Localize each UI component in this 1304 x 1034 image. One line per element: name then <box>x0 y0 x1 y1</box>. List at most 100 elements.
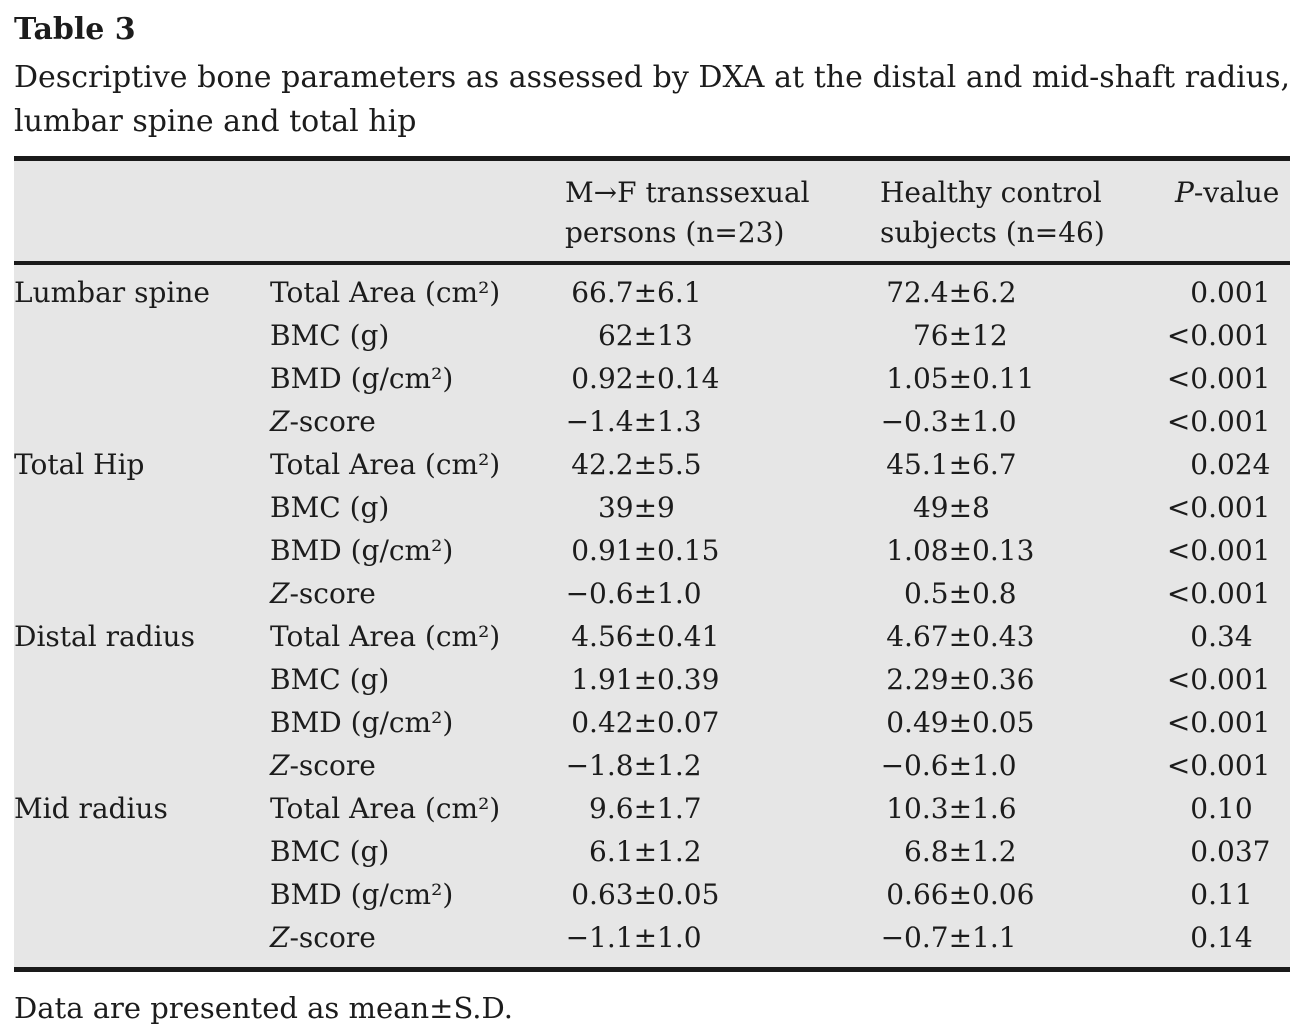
pvalue-cell: <0.001 <box>1166 663 1271 696</box>
parameter-cell: Z-score <box>270 749 376 782</box>
control-value-cell: −0.3±1.0 <box>880 405 1017 438</box>
parameter-cell: BMD (g/cm²) <box>270 362 454 395</box>
table-row: Z-score −0.6±1.0 0.5±0.8 <0.001 <box>14 572 1290 615</box>
table-row: Lumbar spine Total Area (cm²) 66.7±6.1 7… <box>14 263 1290 314</box>
region-cell <box>14 529 270 572</box>
transsexual-value-cell: −1.4±1.3 <box>565 405 702 438</box>
control-value-cell: 4.67±0.43 <box>886 620 1035 653</box>
region-cell <box>14 658 270 701</box>
control-value-cell: 1.08±0.13 <box>886 534 1035 567</box>
control-value-cell: 76±12 <box>912 319 1008 352</box>
table-row: BMD (g/cm²) 0.92±0.14 1.05±0.11 <0.001 <box>14 357 1290 400</box>
parameter-cell: Total Area (cm²) <box>270 620 501 653</box>
table-row: BMC (g) 6.1±1.2 6.8±1.2 0.037 <box>14 830 1290 873</box>
transsexual-value-cell: 66.7±6.1 <box>571 276 702 309</box>
region-cell <box>14 572 270 615</box>
pvalue-cell: 0.037 <box>1190 835 1271 868</box>
parameter-cell: Total Area (cm²) <box>270 276 501 309</box>
region-cell: Lumbar spine <box>14 276 210 309</box>
control-value-cell: −0.7±1.1 <box>880 921 1017 954</box>
parameter-cell: BMC (g) <box>270 835 390 868</box>
table-caption-line-1: Descriptive bone parameters as assessed … <box>14 60 1290 95</box>
header-control-group-cell: Healthy control subjects (n=46) <box>880 158 1165 265</box>
header-pvalue-cell: P-value <box>1165 158 1290 265</box>
transsexual-value-cell: 0.63±0.05 <box>571 878 720 911</box>
table-row: Distal radius Total Area (cm²) 4.56±0.41… <box>14 615 1290 658</box>
control-value-cell: 0.5±0.8 <box>904 577 1017 610</box>
region-cell <box>14 830 270 873</box>
pvalue-cell: 0.001 <box>1190 276 1271 309</box>
parameter-cell: Z-score <box>270 577 376 610</box>
parameter-cell: Z-score <box>270 921 376 954</box>
pvalue-cell: 0.14 <box>1190 921 1253 954</box>
parameter-cell: Z-score <box>270 405 376 438</box>
table-row: Total Hip Total Area (cm²) 42.2±5.5 45.1… <box>14 443 1290 486</box>
control-value-cell: 1.05±0.11 <box>886 362 1035 395</box>
pvalue-cell: <0.001 <box>1166 405 1271 438</box>
pvalue-cell: 0.11 <box>1190 878 1253 911</box>
pvalue-cell: 0.10 <box>1190 792 1253 825</box>
control-value-cell: −0.6±1.0 <box>880 749 1017 782</box>
pvalue-cell: <0.001 <box>1166 706 1271 739</box>
parameter-cell: Total Area (cm²) <box>270 448 501 481</box>
parameter-cell: BMD (g/cm²) <box>270 534 454 567</box>
region-cell <box>14 486 270 529</box>
header-row: M→F transsexual persons (n=23) Healthy c… <box>14 158 1290 265</box>
table-row: Z-score −1.1±1.0 −0.7±1.1 0.14 <box>14 916 1290 970</box>
parameter-cell: BMD (g/cm²) <box>270 878 454 911</box>
table-caption-line-2: lumbar spine and total hip <box>14 104 417 139</box>
region-cell <box>14 314 270 357</box>
header-transsexual-group-cell: M→F transsexual persons (n=23) <box>565 158 880 265</box>
transsexual-value-cell: 0.92±0.14 <box>571 362 720 395</box>
table-body: Lumbar spine Total Area (cm²) 66.7±6.1 7… <box>14 263 1290 970</box>
control-value-cell: 0.49±0.05 <box>886 706 1035 739</box>
pvalue-cell: 0.024 <box>1190 448 1271 481</box>
transsexual-value-cell: 62±13 <box>597 319 693 352</box>
header-empty-parameter-cell <box>270 158 565 265</box>
header-empty-region-cell <box>14 158 270 265</box>
parameter-cell: BMC (g) <box>270 491 390 524</box>
control-value-cell: 2.29±0.36 <box>886 663 1035 696</box>
pvalue-cell: <0.001 <box>1166 534 1271 567</box>
transsexual-value-cell: 4.56±0.41 <box>571 620 720 653</box>
transsexual-value-cell: −1.1±1.0 <box>565 921 702 954</box>
control-value-cell: 10.3±1.6 <box>886 792 1017 825</box>
control-value-cell: 49±8 <box>912 491 990 524</box>
region-cell <box>14 744 270 787</box>
transsexual-value-cell: 42.2±5.5 <box>571 448 702 481</box>
control-value-cell: 0.66±0.06 <box>886 878 1035 911</box>
transsexual-value-cell: 0.42±0.07 <box>571 706 720 739</box>
transsexual-value-cell: 39±9 <box>597 491 675 524</box>
table-header: M→F transsexual persons (n=23) Healthy c… <box>14 158 1290 265</box>
control-value-cell: 72.4±6.2 <box>886 276 1017 309</box>
control-value-cell: 45.1±6.7 <box>886 448 1017 481</box>
table-row: BMC (g) 62±13 76±12 <0.001 <box>14 314 1290 357</box>
table-caption: Descriptive bone parameters as assessed … <box>14 56 1290 144</box>
parameter-cell: Total Area (cm²) <box>270 792 501 825</box>
region-cell <box>14 873 270 916</box>
table-row: Mid radius Total Area (cm²) 9.6±1.7 10.3… <box>14 787 1290 830</box>
pvalue-cell: <0.001 <box>1166 749 1271 782</box>
transsexual-value-cell: −1.8±1.2 <box>565 749 702 782</box>
transsexual-value-cell: 6.1±1.2 <box>589 835 702 868</box>
region-cell: Mid radius <box>14 792 168 825</box>
parameter-cell: BMC (g) <box>270 663 390 696</box>
parameter-cell: BMD (g/cm²) <box>270 706 454 739</box>
transsexual-value-cell: 0.91±0.15 <box>571 534 720 567</box>
table-number-title: Table 3 <box>14 12 136 47</box>
table-row: BMC (g) 1.91±0.39 2.29±0.36 <0.001 <box>14 658 1290 701</box>
region-cell <box>14 400 270 443</box>
bone-parameters-table: M→F transsexual persons (n=23) Healthy c… <box>14 156 1290 972</box>
table-row: BMD (g/cm²) 0.63±0.05 0.66±0.06 0.11 <box>14 873 1290 916</box>
transsexual-value-cell: 9.6±1.7 <box>589 792 702 825</box>
region-cell: Total Hip <box>14 448 145 481</box>
transsexual-value-cell: −0.6±1.0 <box>565 577 702 610</box>
pvalue-cell: 0.34 <box>1190 620 1253 653</box>
table-footnote: Data are presented as mean±S.D. <box>14 991 513 1025</box>
pvalue-cell: <0.001 <box>1166 491 1271 524</box>
table-row: Z-score −1.8±1.2 −0.6±1.0 <0.001 <box>14 744 1290 787</box>
region-cell: Distal radius <box>14 620 195 653</box>
region-cell <box>14 357 270 400</box>
pvalue-cell: <0.001 <box>1166 319 1271 352</box>
